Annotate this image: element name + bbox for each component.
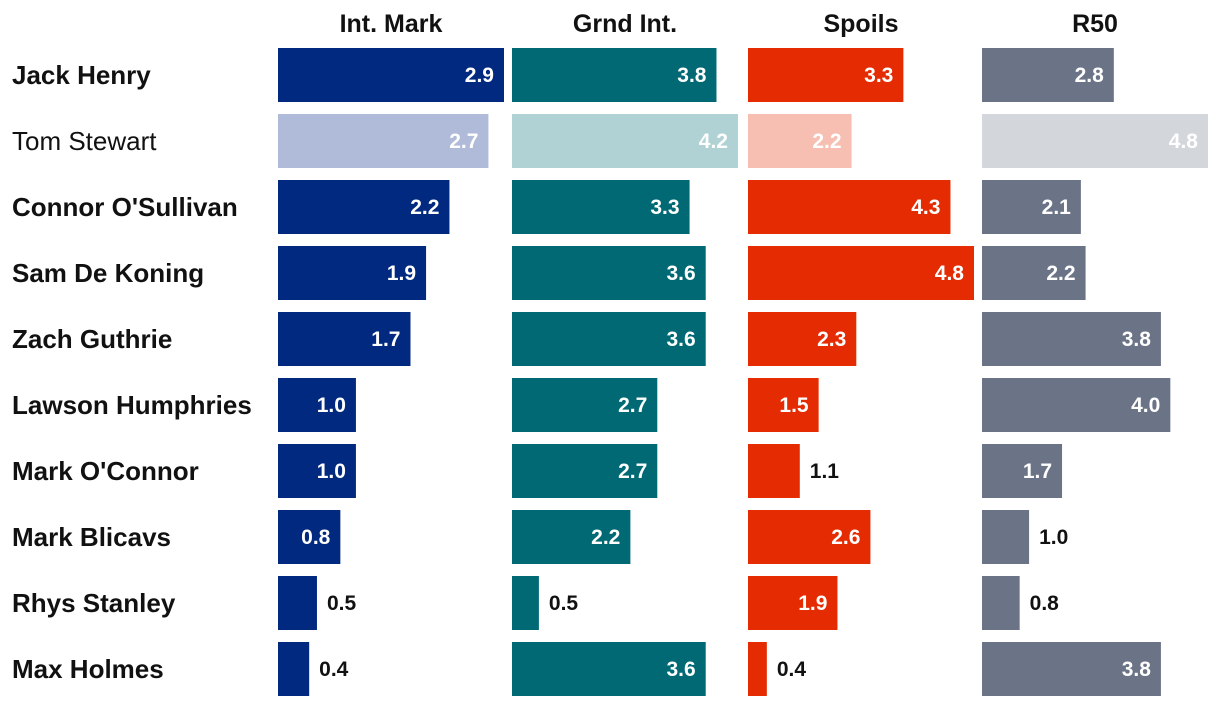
value-label-int-mark-max-holmes: 0.4 bbox=[319, 658, 349, 681]
value-label-r50-rhys-stanley: 0.8 bbox=[1030, 592, 1060, 615]
value-label-grnd-int-tom-stewart: 4.2 bbox=[699, 130, 728, 153]
player-label-tom-stewart: Tom Stewart bbox=[12, 126, 157, 156]
value-label-grnd-int-zach-guthrie: 3.6 bbox=[667, 328, 696, 351]
value-label-grnd-int-mark-blicavs: 2.2 bbox=[591, 526, 620, 549]
bar-spoils-connor-o-sullivan bbox=[748, 180, 951, 234]
player-label-max-holmes: Max Holmes bbox=[12, 654, 164, 684]
value-label-r50-max-holmes: 3.8 bbox=[1122, 658, 1152, 681]
player-label-mark-o-connor: Mark O'Connor bbox=[12, 456, 199, 486]
value-label-r50-mark-blicavs: 1.0 bbox=[1039, 526, 1068, 549]
value-label-spoils-rhys-stanley: 1.9 bbox=[798, 592, 827, 615]
bar-r50-jack-henry bbox=[982, 48, 1114, 102]
value-label-r50-zach-guthrie: 3.8 bbox=[1122, 328, 1152, 351]
value-label-int-mark-rhys-stanley: 0.5 bbox=[327, 592, 357, 615]
bar-int-mark-rhys-stanley bbox=[278, 576, 317, 630]
value-label-r50-sam-de-koning: 2.2 bbox=[1046, 262, 1075, 285]
bar-grnd-int-max-holmes bbox=[512, 642, 706, 696]
player-label-lawson-humphries: Lawson Humphries bbox=[12, 390, 252, 420]
value-label-grnd-int-connor-o-sullivan: 3.3 bbox=[650, 196, 679, 219]
bar-int-mark-mark-o-connor bbox=[278, 444, 356, 498]
bar-r50-max-holmes bbox=[982, 642, 1161, 696]
bar-grnd-int-rhys-stanley bbox=[512, 576, 539, 630]
value-label-grnd-int-mark-o-connor: 2.7 bbox=[618, 460, 647, 483]
value-label-grnd-int-lawson-humphries: 2.7 bbox=[618, 394, 647, 417]
header-spoils: Spoils bbox=[823, 10, 898, 38]
value-label-spoils-lawson-humphries: 1.5 bbox=[779, 394, 809, 417]
player-label-jack-henry: Jack Henry bbox=[12, 60, 151, 90]
player-label-connor-o-sullivan: Connor O'Sullivan bbox=[12, 192, 238, 222]
value-label-r50-jack-henry: 2.8 bbox=[1075, 64, 1105, 87]
bar-r50-mark-blicavs bbox=[982, 510, 1030, 564]
value-label-grnd-int-sam-de-koning: 3.6 bbox=[667, 262, 696, 285]
bar-r50-rhys-stanley bbox=[982, 576, 1020, 630]
bar-r50-tom-stewart bbox=[982, 114, 1208, 168]
bar-spoils-jack-henry bbox=[748, 48, 904, 102]
bar-spoils-mark-o-connor bbox=[748, 444, 800, 498]
bar-int-mark-sam-de-koning bbox=[278, 246, 427, 300]
value-label-grnd-int-jack-henry: 3.8 bbox=[677, 64, 707, 87]
bar-int-mark-connor-o-sullivan bbox=[278, 180, 450, 234]
bar-r50-zach-guthrie bbox=[982, 312, 1161, 366]
value-label-r50-mark-o-connor: 1.7 bbox=[1023, 460, 1052, 483]
bar-grnd-int-lawson-humphries bbox=[512, 378, 658, 432]
value-label-r50-tom-stewart: 4.8 bbox=[1169, 130, 1199, 153]
header-grnd-int: Grnd Int. bbox=[573, 10, 677, 38]
value-label-int-mark-zach-guthrie: 1.7 bbox=[371, 328, 400, 351]
player-label-sam-de-koning: Sam De Koning bbox=[12, 258, 204, 288]
bar-r50-lawson-humphries bbox=[982, 378, 1171, 432]
header-r50: R50 bbox=[1072, 10, 1118, 38]
value-label-spoils-jack-henry: 3.3 bbox=[864, 64, 893, 87]
bar-int-mark-max-holmes bbox=[278, 642, 310, 696]
value-label-int-mark-sam-de-koning: 1.9 bbox=[387, 262, 416, 285]
value-label-r50-lawson-humphries: 4.0 bbox=[1131, 394, 1160, 417]
value-label-int-mark-connor-o-sullivan: 2.2 bbox=[410, 196, 439, 219]
value-label-spoils-zach-guthrie: 2.3 bbox=[817, 328, 846, 351]
bar-r50-mark-o-connor bbox=[982, 444, 1063, 498]
bar-int-mark-zach-guthrie bbox=[278, 312, 411, 366]
value-label-int-mark-tom-stewart: 2.7 bbox=[449, 130, 478, 153]
bar-spoils-sam-de-koning bbox=[748, 246, 974, 300]
bar-int-mark-tom-stewart bbox=[278, 114, 489, 168]
bar-int-mark-lawson-humphries bbox=[278, 378, 356, 432]
bar-spoils-tom-stewart bbox=[748, 114, 852, 168]
header-int-mark: Int. Mark bbox=[340, 10, 443, 38]
value-label-spoils-sam-de-koning: 4.8 bbox=[935, 262, 965, 285]
bar-r50-connor-o-sullivan bbox=[982, 180, 1081, 234]
bar-grnd-int-mark-o-connor bbox=[512, 444, 658, 498]
bar-spoils-lawson-humphries bbox=[748, 378, 819, 432]
bar-r50-sam-de-koning bbox=[982, 246, 1086, 300]
bar-spoils-mark-blicavs bbox=[748, 510, 871, 564]
player-label-mark-blicavs: Mark Blicavs bbox=[12, 522, 171, 552]
value-label-spoils-mark-blicavs: 2.6 bbox=[831, 526, 860, 549]
value-label-int-mark-mark-blicavs: 0.8 bbox=[301, 526, 331, 549]
value-label-spoils-connor-o-sullivan: 4.3 bbox=[911, 196, 940, 219]
bar-grnd-int-tom-stewart bbox=[512, 114, 738, 168]
value-label-int-mark-jack-henry: 2.9 bbox=[465, 64, 494, 87]
bar-grnd-int-sam-de-koning bbox=[512, 246, 706, 300]
bar-grnd-int-connor-o-sullivan bbox=[512, 180, 690, 234]
value-label-spoils-mark-o-connor: 1.1 bbox=[810, 460, 840, 483]
value-label-grnd-int-max-holmes: 3.6 bbox=[667, 658, 696, 681]
value-label-spoils-max-holmes: 0.4 bbox=[777, 658, 807, 681]
player-label-rhys-stanley: Rhys Stanley bbox=[12, 588, 176, 618]
bar-spoils-max-holmes bbox=[748, 642, 767, 696]
bar-int-mark-mark-blicavs bbox=[278, 510, 341, 564]
bar-grnd-int-jack-henry bbox=[512, 48, 717, 102]
value-label-int-mark-lawson-humphries: 1.0 bbox=[317, 394, 346, 417]
player-label-zach-guthrie: Zach Guthrie bbox=[12, 324, 172, 354]
bar-spoils-zach-guthrie bbox=[748, 312, 857, 366]
value-label-int-mark-mark-o-connor: 1.0 bbox=[317, 460, 346, 483]
value-label-r50-connor-o-sullivan: 2.1 bbox=[1042, 196, 1072, 219]
bar-grnd-int-zach-guthrie bbox=[512, 312, 706, 366]
value-label-spoils-tom-stewart: 2.2 bbox=[812, 130, 841, 153]
value-label-grnd-int-rhys-stanley: 0.5 bbox=[549, 592, 579, 615]
bar-int-mark-jack-henry bbox=[278, 48, 504, 102]
bar-grnd-int-mark-blicavs bbox=[512, 510, 631, 564]
bar-spoils-rhys-stanley bbox=[748, 576, 838, 630]
